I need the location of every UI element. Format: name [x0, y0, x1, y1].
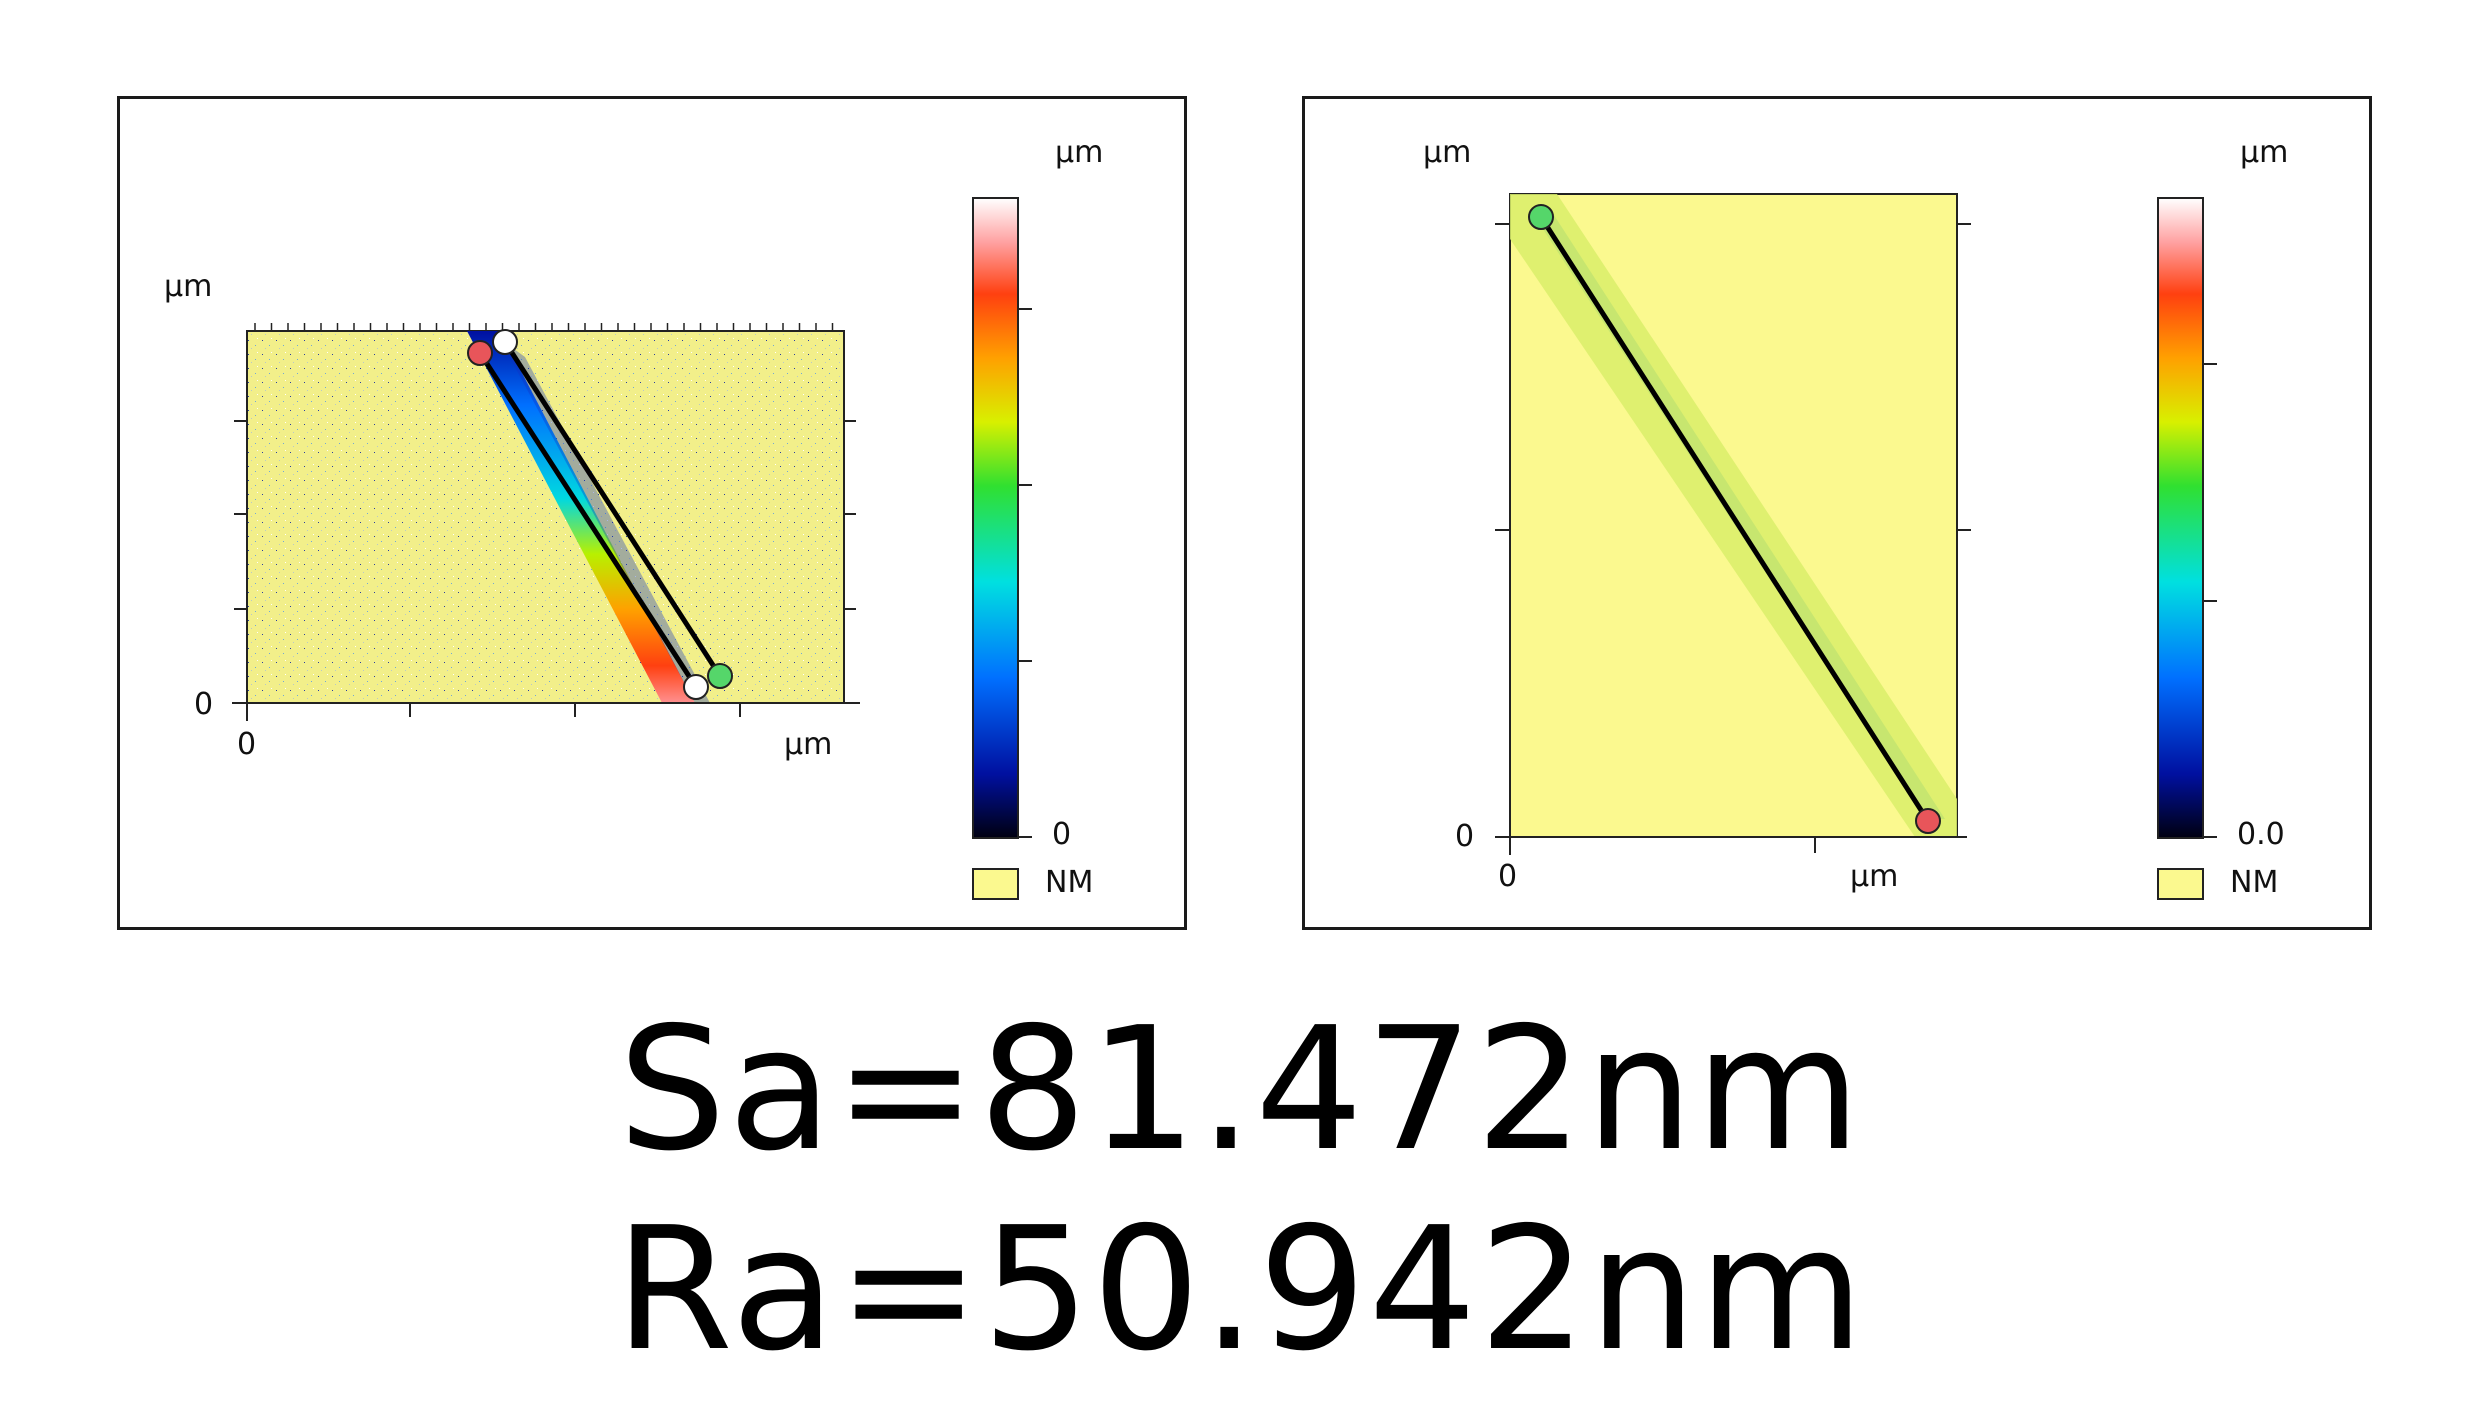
right-legend-label: NM [2230, 865, 2279, 900]
right-surface-map-panel: µm 0 0 µm µm 0.0 NM [1302, 96, 2372, 930]
left-marker-red[interactable] [467, 340, 493, 366]
left-marker-white-top[interactable] [492, 329, 518, 355]
sa-metric: Sa=81.472nm [618, 991, 1863, 1189]
left-x-zero: 0 [237, 727, 257, 762]
right-legend-swatch [2157, 868, 2204, 900]
right-marker-green[interactable] [1528, 204, 1554, 230]
left-profile-line-1 [477, 351, 699, 689]
ra-metric: Ra=50.942nm [614, 1191, 1867, 1389]
left-marker-white-bottom[interactable] [683, 674, 709, 700]
left-y-unit: µm [164, 269, 213, 304]
left-colorbar-min: 0 [1052, 817, 1072, 852]
left-colorbar-unit: µm [1055, 135, 1104, 170]
left-marker-green[interactable] [707, 663, 733, 689]
right-colorbar-ticks [2203, 363, 2217, 838]
right-colorbar-unit: µm [2240, 135, 2289, 170]
left-axis-ticks [232, 331, 860, 721]
left-x-unit: µm [784, 727, 833, 762]
right-profile-line [1538, 215, 1931, 823]
right-marker-red[interactable] [1915, 808, 1941, 834]
right-y-unit: µm [1423, 135, 1472, 170]
left-legend-swatch [972, 868, 1019, 900]
right-y-zero: 0 [1455, 819, 1475, 854]
left-top-minor-ticks [254, 323, 834, 331]
left-height-map [246, 330, 845, 704]
left-surface-map-panel: µm 0 0 µm µm 0 NM [117, 96, 1187, 930]
right-x-zero: 0 [1498, 859, 1518, 894]
right-map-svg [1495, 193, 2217, 900]
right-axis-ticks [1495, 223, 1971, 855]
right-colorbar-min: 0.0 [2237, 817, 2285, 852]
left-profile-line-2 [502, 340, 723, 678]
left-colorbar-ticks [1018, 308, 1032, 838]
right-x-unit: µm [1850, 859, 1899, 894]
left-colorbar [972, 197, 1019, 839]
right-colorbar [2157, 197, 2204, 839]
left-map-svg [232, 197, 1032, 900]
left-legend-label: NM [1045, 865, 1094, 900]
left-y-zero: 0 [194, 687, 214, 722]
